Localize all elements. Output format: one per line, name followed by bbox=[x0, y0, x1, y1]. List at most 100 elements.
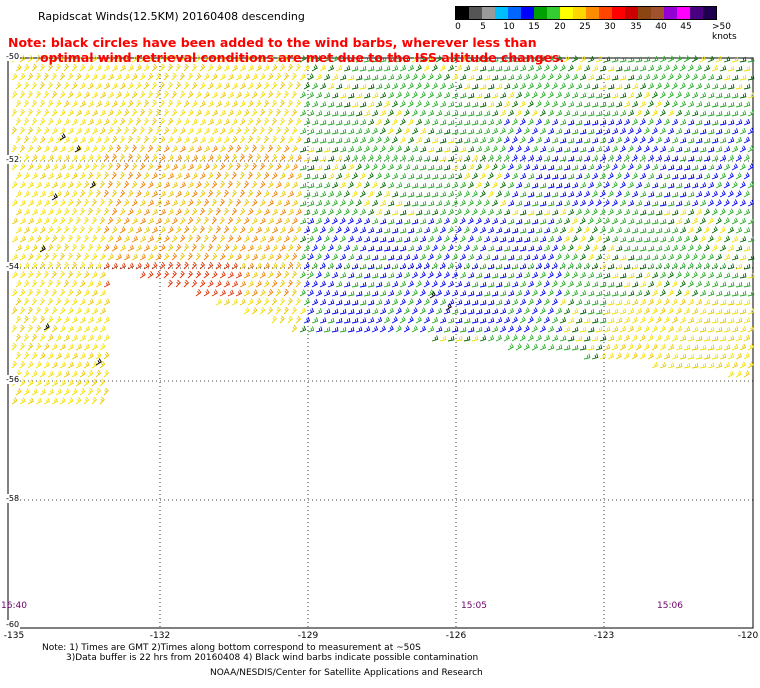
wind-barb bbox=[743, 317, 751, 324]
wind-barb bbox=[623, 136, 630, 144]
wind-barb bbox=[651, 182, 659, 189]
wind-barb bbox=[215, 298, 222, 306]
wind-barb bbox=[651, 254, 659, 261]
wind-barb bbox=[503, 227, 511, 234]
wind-barb bbox=[335, 65, 343, 72]
wind-barb bbox=[735, 154, 742, 162]
wind-barb bbox=[155, 90, 161, 99]
wind-barb bbox=[355, 254, 363, 261]
wind-barb bbox=[471, 299, 479, 306]
wind-barb bbox=[119, 135, 126, 144]
wind-barb bbox=[475, 128, 483, 135]
wind-barb bbox=[19, 126, 25, 135]
wind-barb bbox=[107, 144, 114, 153]
wind-barb bbox=[563, 271, 570, 279]
wind-barb bbox=[323, 326, 331, 333]
wind-barb bbox=[163, 108, 170, 117]
wind-barbs bbox=[11, 54, 755, 405]
wind-barb bbox=[635, 343, 642, 351]
wind-barb bbox=[223, 64, 230, 72]
wind-barb bbox=[399, 173, 407, 180]
wind-barb bbox=[695, 317, 703, 324]
wind-barb bbox=[319, 155, 327, 162]
wind-barb bbox=[47, 154, 54, 162]
wind-barb bbox=[47, 243, 54, 252]
wind-barb bbox=[431, 244, 438, 252]
wind-barb bbox=[683, 253, 690, 261]
wind-barb bbox=[243, 198, 250, 207]
wind-barb bbox=[47, 99, 54, 108]
wind-barb bbox=[535, 334, 542, 342]
wind-barb bbox=[383, 172, 391, 180]
wind-barb bbox=[223, 262, 230, 270]
wind-barb bbox=[83, 378, 90, 387]
wind-barb bbox=[231, 298, 239, 306]
wind-barb bbox=[659, 271, 667, 279]
wind-barb bbox=[619, 74, 627, 81]
wind-barb bbox=[75, 181, 82, 189]
wind-barb bbox=[699, 344, 707, 351]
wind-barb bbox=[659, 325, 666, 333]
wind-barb bbox=[303, 191, 311, 198]
wind-barb bbox=[647, 352, 654, 360]
wind-barb bbox=[231, 118, 238, 126]
wind-barb bbox=[71, 100, 78, 108]
wind-barb bbox=[723, 128, 731, 135]
wind-barb bbox=[515, 254, 523, 261]
wind-barb bbox=[59, 252, 65, 261]
wind-barb bbox=[111, 82, 118, 90]
wind-barb bbox=[359, 101, 367, 108]
wind-barb bbox=[587, 74, 595, 81]
colorbar-label: 35 bbox=[630, 22, 642, 32]
wind-barb bbox=[271, 81, 278, 90]
wind-barb bbox=[43, 54, 50, 63]
wind-barb bbox=[635, 218, 643, 225]
wind-barb bbox=[743, 101, 751, 108]
wind-barb bbox=[291, 217, 298, 225]
wind-barb bbox=[671, 316, 678, 324]
wind-barb bbox=[211, 180, 218, 189]
wind-barb bbox=[467, 290, 475, 297]
wind-barb bbox=[499, 199, 507, 207]
footer-note-2: 3)Data buffer is 22 hrs from 20160408 4)… bbox=[66, 653, 479, 663]
wind-barb bbox=[555, 200, 563, 207]
wind-barb bbox=[455, 64, 463, 72]
wind-barb bbox=[39, 136, 46, 144]
wind-barb bbox=[691, 128, 699, 135]
wind-barb bbox=[447, 191, 455, 198]
wind-barb bbox=[27, 342, 34, 351]
wind-barb bbox=[319, 317, 327, 324]
wind-barb bbox=[731, 290, 739, 297]
wind-barb bbox=[567, 280, 574, 288]
wind-barb bbox=[719, 101, 727, 108]
wind-barb bbox=[399, 64, 407, 72]
wind-barb bbox=[735, 190, 742, 198]
wind-barb bbox=[747, 325, 755, 333]
colorbar-swatch bbox=[469, 7, 482, 19]
wind-barb bbox=[435, 289, 442, 297]
lat-label: -50 bbox=[5, 52, 21, 61]
wind-barb bbox=[523, 73, 531, 81]
wind-barb bbox=[579, 326, 587, 333]
wind-barb bbox=[747, 127, 755, 135]
wind-barb bbox=[507, 218, 515, 225]
wind-barb bbox=[283, 306, 289, 315]
wind-barb bbox=[515, 182, 523, 189]
wind-barb bbox=[539, 289, 546, 297]
wind-barb bbox=[435, 217, 443, 225]
wind-barb bbox=[339, 128, 347, 135]
wind-barb bbox=[35, 145, 42, 153]
wind-barb bbox=[499, 290, 507, 297]
wind-barb bbox=[567, 298, 575, 306]
wind-barb bbox=[719, 83, 727, 90]
wind-barb bbox=[79, 82, 86, 90]
wind-barb bbox=[739, 199, 746, 207]
wind-barb bbox=[47, 315, 54, 324]
wind-barb bbox=[439, 280, 446, 288]
wind-barb bbox=[259, 180, 266, 189]
wind-barb bbox=[439, 119, 447, 126]
wind-barb bbox=[483, 92, 491, 99]
wind-barb bbox=[87, 387, 94, 396]
wind-barb bbox=[591, 137, 599, 144]
wind-barb bbox=[179, 252, 185, 261]
